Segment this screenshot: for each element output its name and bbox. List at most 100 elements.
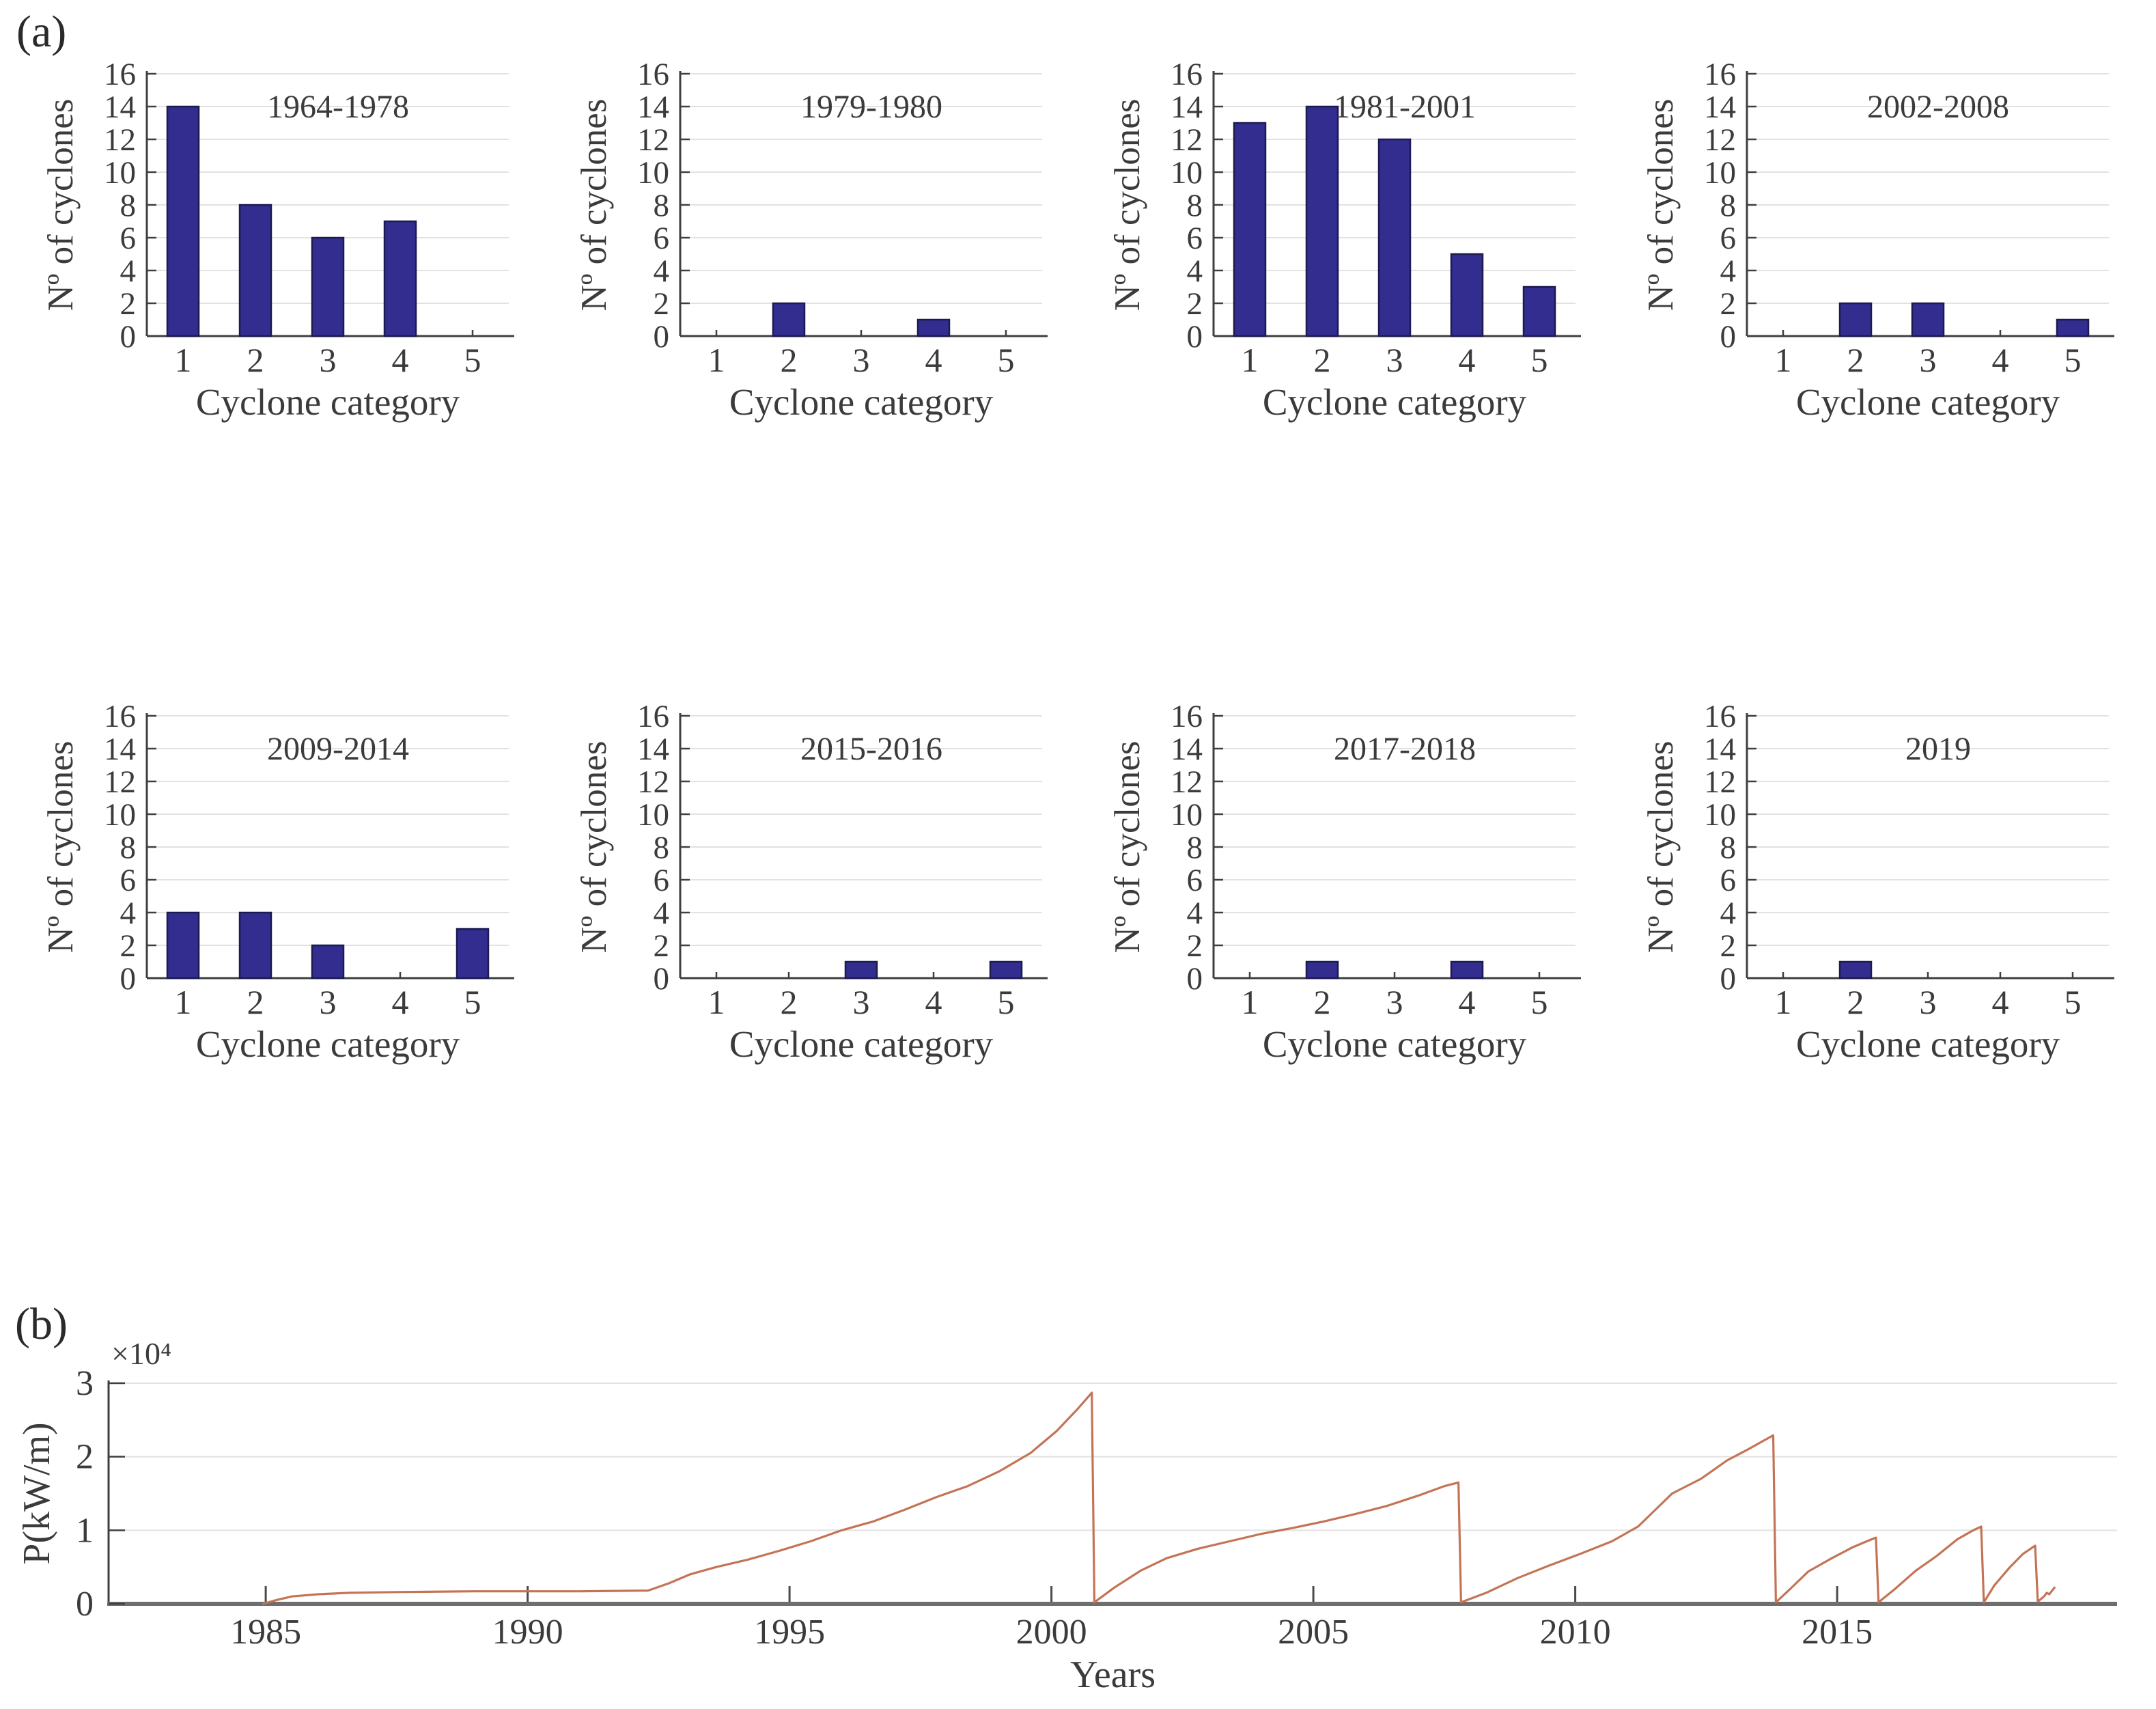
y-axis-label: Nº of cyclones — [1108, 741, 1147, 954]
y-tick-label: 4 — [120, 895, 137, 931]
x-tick-label: 1990 — [492, 1613, 563, 1652]
y-tick-label: 6 — [654, 863, 670, 898]
x-tick-label: 5 — [998, 983, 1015, 1021]
y-tick-label: 0 — [654, 961, 670, 997]
y-tick-label: 8 — [1720, 830, 1737, 865]
y-tick-label: 2 — [654, 928, 670, 964]
y-tick-label: 10 — [1704, 155, 1736, 191]
bar-category-5 — [1522, 286, 1556, 337]
y-exponent-label: ×10⁴ — [111, 1336, 171, 1371]
panel-b-label: (b) — [15, 1299, 68, 1349]
x-tick-label: 4 — [392, 341, 409, 379]
x-tick-label: 3 — [320, 341, 337, 379]
y-tick-label: 2 — [654, 286, 670, 322]
bar-category-5 — [456, 928, 490, 979]
panel-a-grid: 0 2 4 6 8 10 12 14 16 1 2 3 4 5 1964-1978 Nº of cyclone… — [41, 57, 2114, 1065]
bar-category-3 — [1911, 302, 1945, 337]
y-tick-label: 12 — [637, 122, 669, 158]
y-tick-label: 4 — [654, 895, 670, 931]
subplot-title: 2002-2008 — [1867, 89, 2009, 125]
y-tick-label: 2 — [1187, 286, 1203, 322]
y-tick-label: 10 — [1171, 155, 1203, 191]
x-tick-label: 4 — [925, 341, 942, 379]
x-tick-label: 3 — [853, 341, 870, 379]
subplot-title: 1964-1978 — [267, 89, 409, 125]
x-tick-label: 3 — [1386, 341, 1403, 379]
y-tick-label: 12 — [637, 764, 669, 800]
x-tick-label: 5 — [2064, 983, 2082, 1021]
y-tick-label: 16 — [104, 699, 136, 734]
x-tick-label: 4 — [925, 983, 942, 1021]
y-tick-label: 10 — [1171, 797, 1203, 833]
y-tick-label: 0 — [1720, 319, 1737, 355]
y-tick-label: 14 — [1704, 732, 1736, 767]
panel-a-label: (a) — [16, 7, 67, 57]
x-tick-label: 3 — [1386, 983, 1403, 1021]
bar-category-4 — [1450, 960, 1484, 979]
y-tick-label: 12 — [1704, 764, 1736, 800]
x-tick-label: 2 — [1847, 983, 1864, 1021]
y-tick-label: 14 — [637, 89, 669, 125]
bar-category-2 — [1838, 302, 1873, 337]
y-tick-label: 16 — [637, 57, 669, 92]
y-tick-label: 1 — [76, 1511, 94, 1550]
x-tick-label: 2 — [1314, 341, 1331, 379]
y-tick-label: 12 — [1171, 764, 1203, 800]
y-tick-label: 14 — [637, 732, 669, 767]
wave-power-line-chart: 0 1 2 3 1985 1990 1995 2000 2005 2010 2015 ×10⁴ P(kW… — [16, 1336, 2117, 1696]
y-tick-label: 16 — [104, 57, 136, 92]
y-tick-label: 14 — [1171, 732, 1203, 767]
bar-category-5 — [2056, 318, 2090, 337]
x-tick-label: 5 — [1531, 341, 1548, 379]
y-tick-label: 10 — [637, 797, 669, 833]
y-tick-label: 10 — [637, 155, 669, 191]
x-tick-label: 1 — [175, 983, 192, 1021]
y-tick-label: 0 — [120, 961, 137, 997]
y-tick-label: 12 — [1704, 122, 1736, 158]
x-tick-label: 3 — [1920, 983, 1937, 1021]
x-tick-label: 1 — [708, 341, 725, 379]
x-tick-label: 2 — [781, 341, 798, 379]
x-tick-label: 1 — [1775, 341, 1792, 379]
bar-category-2 — [1838, 960, 1873, 979]
y-tick-label: 0 — [1720, 961, 1737, 997]
x-tick-label: 1985 — [230, 1613, 301, 1652]
y-tick-label: 14 — [104, 732, 136, 767]
y-tick-label: 4 — [1720, 895, 1737, 931]
bar-category-2 — [238, 911, 272, 979]
bar-category-3 — [1377, 138, 1412, 337]
y-tick-label: 6 — [654, 221, 670, 256]
y-axis-label: P(kW/m) — [16, 1422, 58, 1564]
subplot-title: 2019 — [1905, 731, 1971, 767]
x-tick-label: 5 — [2064, 341, 2082, 379]
x-tick-label: 4 — [1992, 983, 2009, 1021]
bar-category-4 — [1450, 253, 1484, 337]
y-tick-label: 6 — [120, 221, 137, 256]
x-tick-label: 1 — [1775, 983, 1792, 1021]
x-tick-label: 3 — [320, 983, 337, 1021]
y-tick-label: 6 — [120, 863, 137, 898]
x-tick-label: 2 — [1847, 341, 1864, 379]
y-axis-label: Nº of cyclones — [1641, 99, 1681, 311]
y-tick-label: 16 — [1171, 699, 1203, 734]
y-axis-label: Nº of cyclones — [1641, 741, 1681, 954]
y-tick-label: 0 — [120, 319, 137, 355]
x-axis-label: Cyclone category — [196, 381, 460, 423]
bar-category-2 — [238, 204, 272, 337]
y-tick-label: 16 — [1171, 57, 1203, 92]
bar-category-2 — [772, 302, 806, 337]
y-tick-label: 2 — [120, 286, 137, 322]
y-tick-label: 6 — [1187, 863, 1203, 898]
y-tick-label: 10 — [1704, 797, 1736, 833]
y-tick-label: 10 — [104, 155, 136, 191]
bar-category-2 — [1305, 105, 1339, 337]
y-tick-label: 0 — [654, 319, 670, 355]
y-tick-label: 4 — [654, 253, 670, 289]
bar-category-3 — [311, 236, 345, 337]
x-tick-label: 5 — [464, 341, 481, 379]
y-tick-label: 0 — [1187, 961, 1203, 997]
